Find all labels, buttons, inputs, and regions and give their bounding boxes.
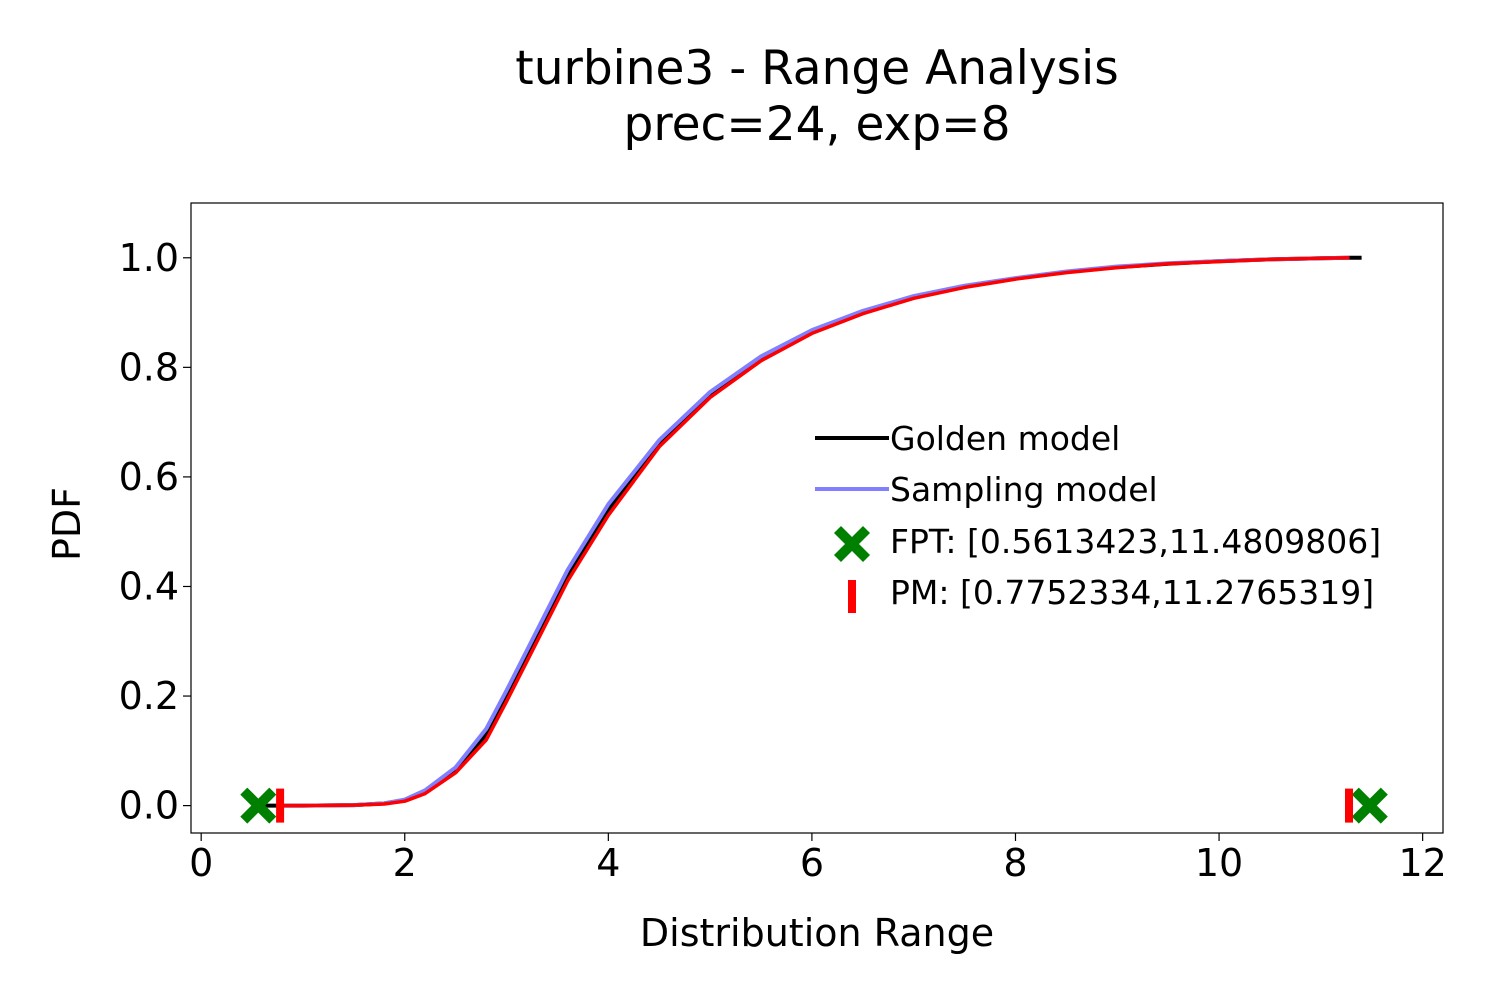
y-tick-label: 1.0 <box>119 236 179 280</box>
plot-frame <box>190 202 1444 834</box>
x-tick-label: 0 <box>189 841 213 885</box>
x-tick-label: 2 <box>393 841 417 885</box>
y-tick-label: 0.0 <box>119 784 179 828</box>
legend-label-sampling-model: Sampling model <box>890 470 1158 509</box>
legend-label-pm: PM: [0.7752334,11.2765319] <box>890 573 1374 612</box>
x-axis-label: Distribution Range <box>640 911 994 955</box>
series-line-pm <box>280 256 1350 808</box>
x-tick-label: 10 <box>1195 841 1243 885</box>
legend-label-golden-model: Golden model <box>890 419 1120 458</box>
fpt-marker-max <box>1351 787 1388 824</box>
x-tick-label: 6 <box>800 841 824 885</box>
legend: Golden model Sampling model FPT: [0.5613… <box>815 419 1381 613</box>
legend-swatch-pm <box>848 580 856 613</box>
series-layer <box>262 255 1362 808</box>
y-axis-label: PDF <box>45 487 89 561</box>
chart-subtitle: prec=24, exp=8 <box>624 97 1011 152</box>
pm-marker-max <box>1345 788 1353 823</box>
marker-layer <box>240 787 1388 824</box>
x-tick-label: 4 <box>596 841 620 885</box>
y-tick-label: 0.6 <box>119 455 179 499</box>
y-tick-label: 0.2 <box>119 674 179 718</box>
legend-label-fpt: FPT: [0.5613423,11.4809806] <box>890 522 1381 561</box>
legend-swatch-fpt-x-icon <box>834 526 870 562</box>
x-tick-label: 12 <box>1398 841 1446 885</box>
y-tick-label: 0.4 <box>119 564 179 608</box>
x-tick-label: 8 <box>1003 841 1027 885</box>
fpt-marker-min <box>240 787 277 824</box>
x-axis-ticks: 0 2 4 6 8 10 12 <box>189 833 1447 885</box>
y-tick-label: 0.8 <box>119 345 179 389</box>
pm-marker-min <box>276 788 285 823</box>
y-axis-ticks: 0.0 0.2 0.4 0.6 0.8 1.0 <box>119 236 191 828</box>
chart-title: turbine3 - Range Analysis <box>515 41 1118 96</box>
